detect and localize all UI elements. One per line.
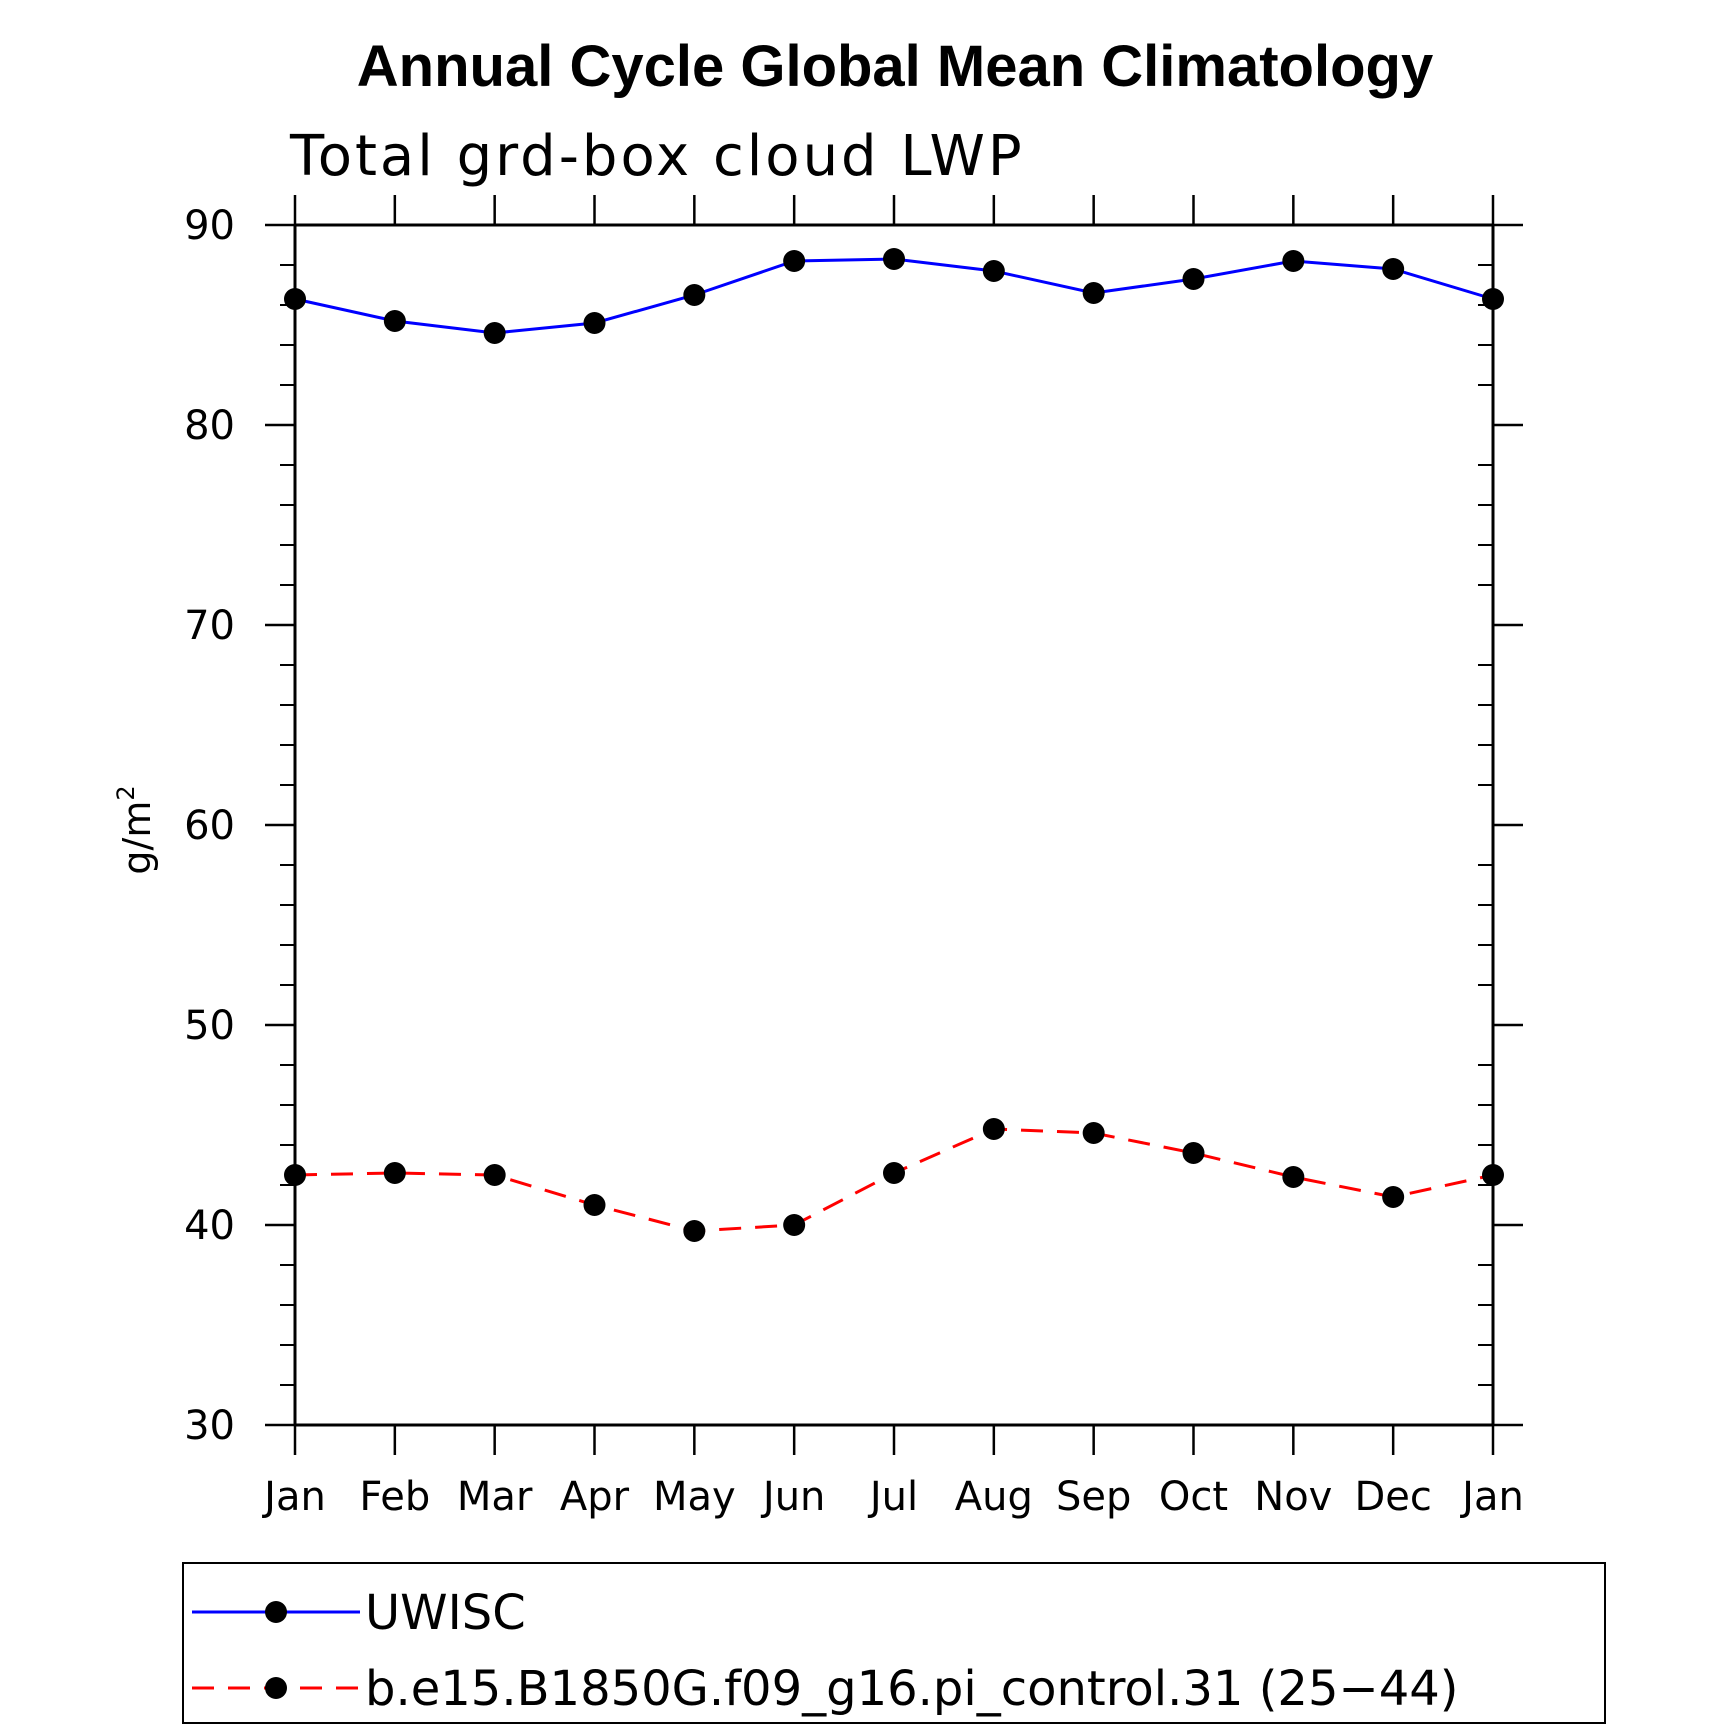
- data-point: [583, 1194, 606, 1216]
- data-point: [1382, 1186, 1405, 1208]
- data-point: [1482, 288, 1504, 310]
- legend: UWISC b.e15.B1850G.f09_g16.pi_control.31 …: [192, 1585, 1459, 1717]
- x-tick-label: Aug: [955, 1474, 1033, 1520]
- data-point: [583, 312, 606, 334]
- x-tick-label: Oct: [1159, 1474, 1228, 1520]
- x-tick-label: Jan: [1459, 1474, 1524, 1520]
- y-axis-label: g/m2: [112, 785, 159, 874]
- chart-title: Annual Cycle Global Mean Climatology: [357, 34, 1433, 99]
- data-point: [383, 1162, 406, 1184]
- y-tick-label: 70: [184, 603, 235, 649]
- data-point: [1482, 1164, 1504, 1186]
- x-tick-label: Feb: [359, 1474, 430, 1520]
- legend-entry-1: b.e15.B1850G.f09_g16.pi_control.31 (25−4…: [192, 1661, 1459, 1717]
- legend-marker: [265, 1677, 287, 1699]
- legend-entry-0: UWISC: [192, 1585, 526, 1641]
- data-point: [1282, 250, 1305, 272]
- svg-text:g/m2: g/m2: [112, 785, 159, 874]
- y-tick-label: 50: [184, 1003, 235, 1049]
- x-tick-label: Dec: [1354, 1474, 1431, 1520]
- legend-label: b.e15.B1850G.f09_g16.pi_control.31 (25−4…: [365, 1661, 1459, 1717]
- y-axis-label-text: g/m: [115, 801, 159, 875]
- data-point: [383, 310, 406, 332]
- data-point: [982, 1118, 1005, 1140]
- y-tick-label: 80: [184, 403, 235, 449]
- legend-marker: [265, 1601, 287, 1623]
- y-tick-label: 30: [184, 1403, 235, 1449]
- series-1: [284, 1118, 1504, 1242]
- x-tick-label: Apr: [560, 1474, 630, 1520]
- legend-box: [182, 1562, 1606, 1724]
- data-point: [1382, 258, 1405, 280]
- x-tick-label: Jan: [261, 1474, 326, 1520]
- data-point: [284, 1164, 306, 1186]
- data-point: [883, 1162, 905, 1184]
- x-tick-label: May: [653, 1474, 736, 1520]
- data-point: [783, 1214, 806, 1236]
- y-tick-label: 60: [184, 803, 235, 849]
- data-point: [1182, 268, 1205, 290]
- data-point: [1082, 282, 1105, 304]
- data-point: [883, 248, 905, 270]
- series-0: [284, 248, 1504, 344]
- x-tick-label: Mar: [457, 1474, 533, 1520]
- data-point: [1282, 1166, 1305, 1188]
- data-point: [1182, 1142, 1205, 1164]
- y-tick-label: 40: [184, 1203, 235, 1249]
- y-tick-label: 90: [184, 203, 235, 249]
- x-tick-label: Jul: [867, 1474, 918, 1520]
- chart-subtitle: Total grd-box cloud LWP: [289, 124, 1025, 189]
- data-point: [284, 288, 306, 310]
- data-point: [683, 284, 706, 306]
- legend-label: UWISC: [365, 1585, 526, 1641]
- axes: 30 40 50 60 70 80 90 Jan Feb Mar Apr May Jun Jul Aug Se…: [184, 195, 1524, 1520]
- data-point: [982, 260, 1005, 282]
- data-point: [1082, 1122, 1105, 1144]
- y-axis-label-superscript: 2: [112, 785, 140, 800]
- data-point: [483, 1164, 506, 1186]
- x-tick-label: Jun: [760, 1474, 826, 1520]
- x-tick-label: Nov: [1254, 1474, 1332, 1520]
- series-line: [294, 257, 1494, 335]
- data-point: [683, 1220, 706, 1242]
- x-tick-label: Sep: [1056, 1474, 1131, 1520]
- data-point: [483, 322, 506, 344]
- series-layer: [284, 248, 1504, 1242]
- data-point: [783, 250, 806, 272]
